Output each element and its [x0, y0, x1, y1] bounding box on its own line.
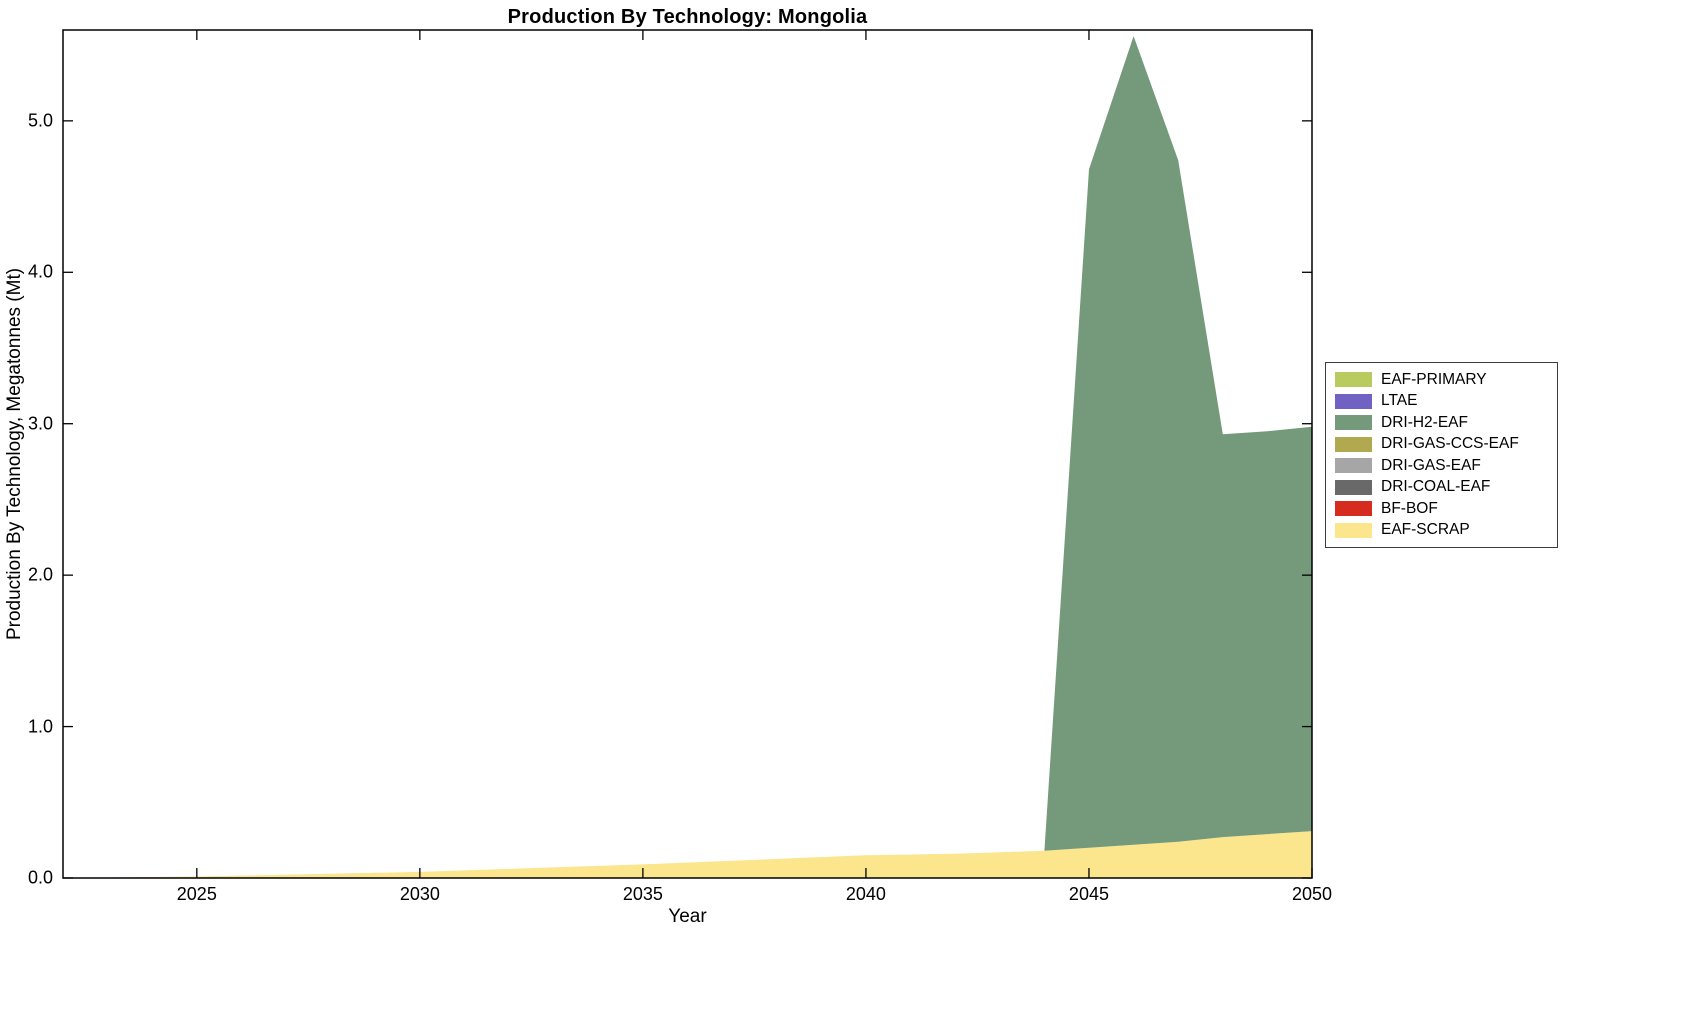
legend-entry-bf-bof: BF-BOF: [1335, 498, 1548, 520]
y-axis-label: Production By Technology, Megatonnes (Mt…: [4, 267, 25, 641]
legend-entry-dri-gas-eaf: DRI-GAS-EAF: [1335, 455, 1548, 477]
legend-swatch: [1335, 458, 1372, 474]
y-axis-tick-labels: 0.0 1.0 2.0 3.0 4.0 5.0: [0, 0, 53, 1020]
y-tick-label: 1.0: [27, 716, 53, 737]
legend-label: LTAE: [1381, 392, 1418, 410]
legend-swatch: [1335, 372, 1372, 388]
y-tick-label: 5.0: [27, 110, 53, 131]
x-tick-label: 2050: [1291, 884, 1333, 904]
legend-swatch: [1335, 501, 1372, 517]
legend-entry-dri-gas-ccs-eaf: DRI-GAS-CCS-EAF: [1335, 434, 1548, 456]
legend-label: DRI-GAS-EAF: [1381, 456, 1481, 474]
x-axis-tick-labels: 2025 2030 2035 2040 2045 2050: [0, 884, 1703, 910]
legend-swatch: [1335, 393, 1372, 409]
x-tick-label: 2025: [176, 884, 217, 904]
legend-swatch: [1335, 479, 1372, 495]
legend-entry-ltae: LTAE: [1335, 391, 1548, 413]
legend-entry-dri-h2-eaf: DRI-H2-EAF: [1335, 412, 1548, 434]
area-series-eaf-scrap: [63, 831, 1312, 878]
x-tick-label: 2030: [399, 884, 440, 904]
legend-swatch: [1335, 436, 1372, 452]
legend-label: DRI-H2-EAF: [1381, 413, 1468, 431]
legend-label: BF-BOF: [1381, 499, 1438, 517]
y-tick-label: 4.0: [27, 261, 53, 282]
x-axis-label: Year: [668, 906, 707, 927]
x-tick-label: 2045: [1068, 884, 1109, 904]
plot-border: [62, 29, 1313, 879]
legend-label: DRI-COAL-EAF: [1381, 478, 1491, 496]
legend-entry-eaf-primary: EAF-PRIMARY: [1335, 369, 1548, 391]
chart-title: Production By Technology: Mongolia: [507, 6, 868, 28]
legend-entry-eaf-scrap: EAF-SCRAP: [1335, 520, 1548, 542]
y-tick-label: 0.0: [27, 867, 53, 888]
x-tick-label: 2035: [622, 884, 663, 904]
y-tick-label: 3.0: [27, 413, 53, 434]
legend: EAF-PRIMARY LTAE DRI-H2-EAF DRI-GAS-CCS-EAF…: [1325, 362, 1558, 548]
legend-swatch: [1335, 415, 1372, 431]
y-tick-label: 2.0: [27, 564, 53, 585]
area-series-dri-h2-eaf: [63, 36, 1312, 879]
legend-swatch: [1335, 522, 1372, 538]
legend-label: EAF-SCRAP: [1381, 521, 1470, 539]
legend-label: DRI-GAS-CCS-EAF: [1381, 435, 1519, 453]
legend-entry-dri-coal-eaf: DRI-COAL-EAF: [1335, 477, 1548, 499]
legend-label: EAF-PRIMARY: [1381, 370, 1487, 388]
x-tick-label: 2040: [845, 884, 886, 904]
